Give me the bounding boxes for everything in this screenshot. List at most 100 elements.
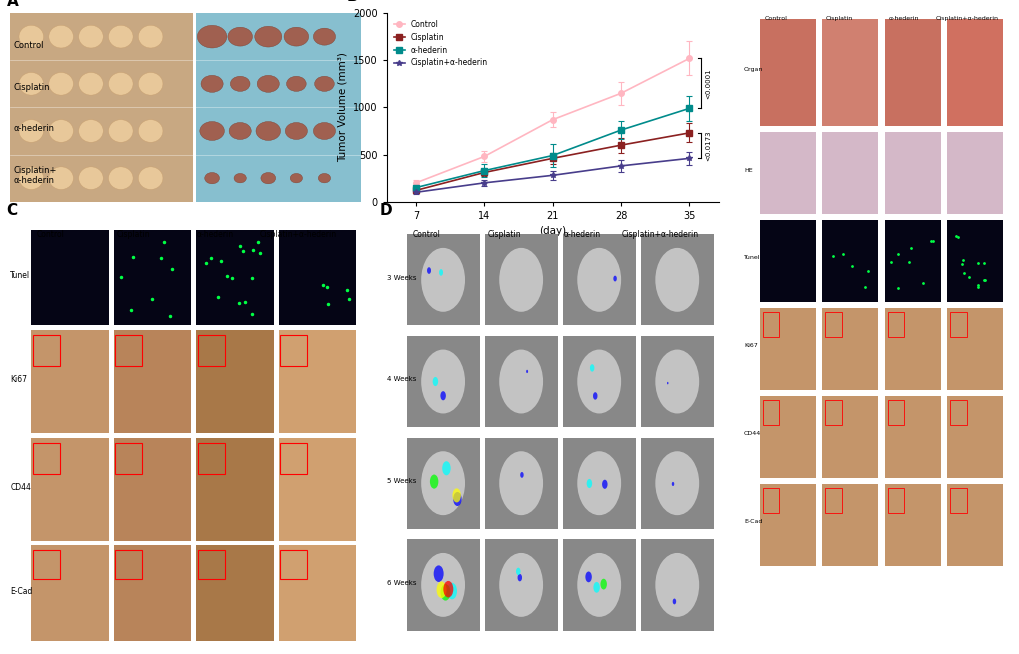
FancyBboxPatch shape (115, 550, 143, 579)
FancyBboxPatch shape (10, 13, 193, 201)
FancyBboxPatch shape (821, 220, 877, 302)
Ellipse shape (666, 382, 667, 385)
Ellipse shape (654, 349, 698, 413)
Ellipse shape (286, 77, 306, 92)
Ellipse shape (261, 173, 275, 184)
FancyBboxPatch shape (115, 443, 143, 474)
Ellipse shape (438, 269, 442, 276)
FancyBboxPatch shape (947, 220, 1002, 302)
Ellipse shape (49, 120, 73, 143)
Ellipse shape (498, 553, 542, 617)
FancyBboxPatch shape (762, 312, 779, 337)
Ellipse shape (446, 583, 457, 599)
Text: Ki67: Ki67 (10, 375, 28, 384)
FancyBboxPatch shape (196, 13, 361, 201)
Ellipse shape (586, 479, 592, 488)
FancyBboxPatch shape (949, 312, 966, 337)
Ellipse shape (205, 173, 219, 184)
Ellipse shape (49, 73, 73, 95)
FancyBboxPatch shape (280, 335, 307, 366)
Text: α-hederin: α-hederin (13, 124, 55, 133)
Text: 5 Weeks: 5 Weeks (386, 478, 416, 484)
Ellipse shape (284, 27, 309, 46)
Ellipse shape (577, 553, 621, 617)
Text: Tunel: Tunel (743, 256, 760, 260)
FancyBboxPatch shape (115, 335, 143, 366)
Text: Organ: Organ (743, 67, 762, 72)
Ellipse shape (108, 26, 132, 48)
FancyBboxPatch shape (33, 335, 60, 366)
Ellipse shape (498, 248, 542, 312)
FancyBboxPatch shape (407, 438, 479, 529)
Text: Control: Control (412, 230, 440, 239)
FancyBboxPatch shape (32, 230, 108, 326)
Ellipse shape (201, 75, 223, 92)
Text: <0.0001: <0.0001 (704, 68, 710, 99)
Text: Tunel: Tunel (10, 271, 31, 280)
Ellipse shape (108, 73, 132, 95)
Text: <0.0173: <0.0173 (704, 130, 710, 161)
Ellipse shape (429, 475, 438, 489)
Ellipse shape (421, 349, 465, 413)
Ellipse shape (577, 248, 621, 312)
Ellipse shape (433, 565, 443, 582)
FancyBboxPatch shape (196, 230, 273, 326)
FancyBboxPatch shape (280, 550, 307, 579)
Text: Cisplatin+α-hederin: Cisplatin+α-hederin (259, 230, 336, 239)
FancyBboxPatch shape (278, 438, 356, 542)
Text: CD44: CD44 (743, 431, 760, 436)
FancyBboxPatch shape (640, 540, 713, 630)
Ellipse shape (585, 572, 591, 582)
Ellipse shape (49, 26, 73, 48)
Ellipse shape (285, 122, 307, 139)
Text: 3 Weeks: 3 Weeks (386, 275, 416, 281)
FancyBboxPatch shape (33, 550, 60, 579)
Ellipse shape (230, 77, 250, 92)
Ellipse shape (443, 581, 452, 598)
FancyBboxPatch shape (640, 336, 713, 427)
FancyBboxPatch shape (640, 234, 713, 326)
Ellipse shape (139, 120, 163, 143)
Ellipse shape (516, 568, 520, 575)
FancyBboxPatch shape (407, 234, 479, 326)
FancyBboxPatch shape (947, 132, 1002, 214)
Ellipse shape (19, 120, 44, 143)
Text: CD44: CD44 (10, 483, 31, 492)
Ellipse shape (601, 480, 607, 489)
Ellipse shape (520, 472, 523, 478)
Ellipse shape (440, 584, 450, 600)
FancyBboxPatch shape (949, 488, 966, 513)
Ellipse shape (577, 349, 621, 413)
X-axis label: (day): (day) (539, 226, 566, 236)
FancyBboxPatch shape (824, 488, 841, 513)
Ellipse shape (313, 122, 335, 139)
Text: α-hederin: α-hederin (564, 230, 600, 239)
FancyBboxPatch shape (824, 312, 841, 337)
Ellipse shape (78, 26, 103, 48)
Ellipse shape (452, 492, 462, 506)
Ellipse shape (498, 451, 542, 515)
FancyBboxPatch shape (947, 396, 1002, 477)
FancyBboxPatch shape (196, 330, 273, 434)
Text: Cisplatin+
α-hederin: Cisplatin+ α-hederin (13, 166, 57, 185)
Ellipse shape (452, 489, 461, 502)
Ellipse shape (654, 248, 698, 312)
FancyBboxPatch shape (759, 484, 815, 566)
FancyBboxPatch shape (484, 234, 557, 326)
FancyBboxPatch shape (887, 488, 904, 513)
Ellipse shape (589, 364, 594, 371)
FancyBboxPatch shape (759, 20, 815, 126)
Ellipse shape (593, 582, 599, 593)
FancyBboxPatch shape (198, 443, 224, 474)
FancyBboxPatch shape (278, 545, 356, 641)
Text: Control: Control (37, 230, 64, 239)
Ellipse shape (432, 377, 438, 386)
FancyBboxPatch shape (759, 220, 815, 302)
Ellipse shape (78, 120, 103, 143)
FancyBboxPatch shape (884, 220, 940, 302)
Ellipse shape (314, 77, 334, 92)
FancyBboxPatch shape (484, 438, 557, 529)
Ellipse shape (318, 173, 330, 183)
Ellipse shape (108, 167, 132, 190)
Ellipse shape (612, 275, 616, 281)
